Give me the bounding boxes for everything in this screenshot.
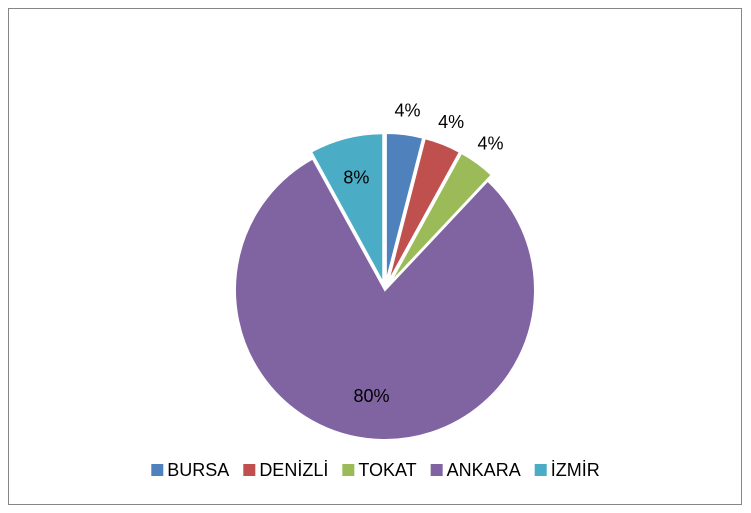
data-label: 8% — [343, 167, 369, 187]
data-label: 4% — [438, 112, 464, 132]
pie-slice — [386, 136, 462, 284]
pie-slice — [384, 132, 425, 284]
legend-swatch — [243, 464, 256, 476]
legend-label: İZMİR — [551, 460, 600, 480]
data-label: 4% — [477, 134, 503, 154]
data-label: 80% — [353, 386, 389, 406]
legend-swatch — [534, 464, 547, 476]
legend-swatch — [430, 464, 443, 476]
data-label: 4% — [394, 101, 420, 121]
pie-slice — [388, 151, 494, 286]
legend-swatch — [151, 464, 164, 476]
legend-label: BURSA — [167, 460, 229, 480]
legend-swatch — [342, 464, 355, 476]
pie-slice — [234, 157, 536, 441]
legend: BURSA DENİZLİ TOKAT ANKARA İZMİR — [151, 460, 600, 480]
legend-label: ANKARA — [447, 460, 521, 480]
legend-label: DENİZLİ — [259, 460, 328, 480]
pie-slice — [309, 132, 385, 284]
legend-label: TOKAT — [358, 460, 416, 480]
